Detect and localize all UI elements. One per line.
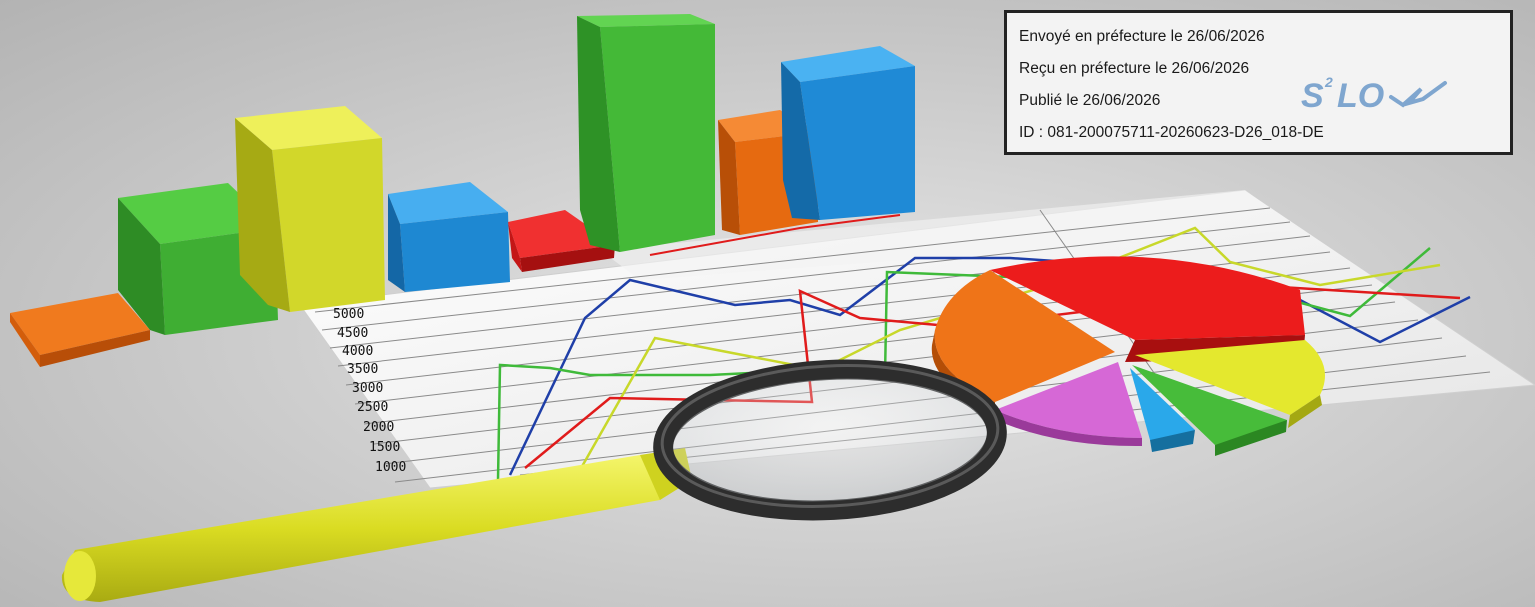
svg-text:2: 2 <box>1324 74 1333 90</box>
pie-slice-magenta <box>995 362 1142 447</box>
pie-slice-green <box>1132 365 1287 456</box>
svg-text:LO: LO <box>1337 77 1384 115</box>
y-axis-labels: 5000 4500 4000 3500 3000 2500 2000 1500 … <box>333 307 406 475</box>
bar-orange-left <box>10 293 150 367</box>
stamp-id: ID : 081-200075711-20260623-D26_018-DE <box>1019 124 1324 141</box>
bar-chart-3d <box>10 14 915 367</box>
y-axis-label: 4000 <box>342 344 373 359</box>
y-axis-label: 4500 <box>337 326 368 341</box>
prefecture-stamp: Envoyé en préfecture le 26/06/2026 Reçu … <box>1004 10 1513 155</box>
magnifier-lens <box>653 359 1007 521</box>
line-series-top <box>649 214 901 256</box>
bar-blue-right <box>781 46 915 220</box>
s2lo-logo: S 2 LO <box>1301 74 1447 115</box>
y-axis-label: 3000 <box>352 381 383 396</box>
pie-chart-3d <box>931 256 1325 456</box>
y-axis-label: 2500 <box>357 400 388 415</box>
magnifying-glass <box>61 359 1007 602</box>
y-axis-label: 3500 <box>347 362 378 377</box>
y-axis-label: 1500 <box>369 440 400 455</box>
stamp-published-date: Publié le 26/06/2026 <box>1019 92 1161 109</box>
bar-red <box>508 210 615 272</box>
pie-slice-yellow <box>1135 340 1325 428</box>
svg-text:S: S <box>1301 77 1324 115</box>
y-axis-label: 1000 <box>375 460 406 475</box>
stamp-sent-date: Envoyé en préfecture le 26/06/2026 <box>1019 28 1265 45</box>
bar-blue-left <box>388 182 510 292</box>
bar-yellow <box>235 106 385 312</box>
pie-slice-blue <box>1130 368 1195 452</box>
bar-green-tall <box>577 14 715 252</box>
y-axis-label: 2000 <box>363 420 394 435</box>
stamp-received-date: Reçu en préfecture le 26/06/2026 <box>1019 60 1250 77</box>
y-axis-label: 5000 <box>333 307 364 322</box>
